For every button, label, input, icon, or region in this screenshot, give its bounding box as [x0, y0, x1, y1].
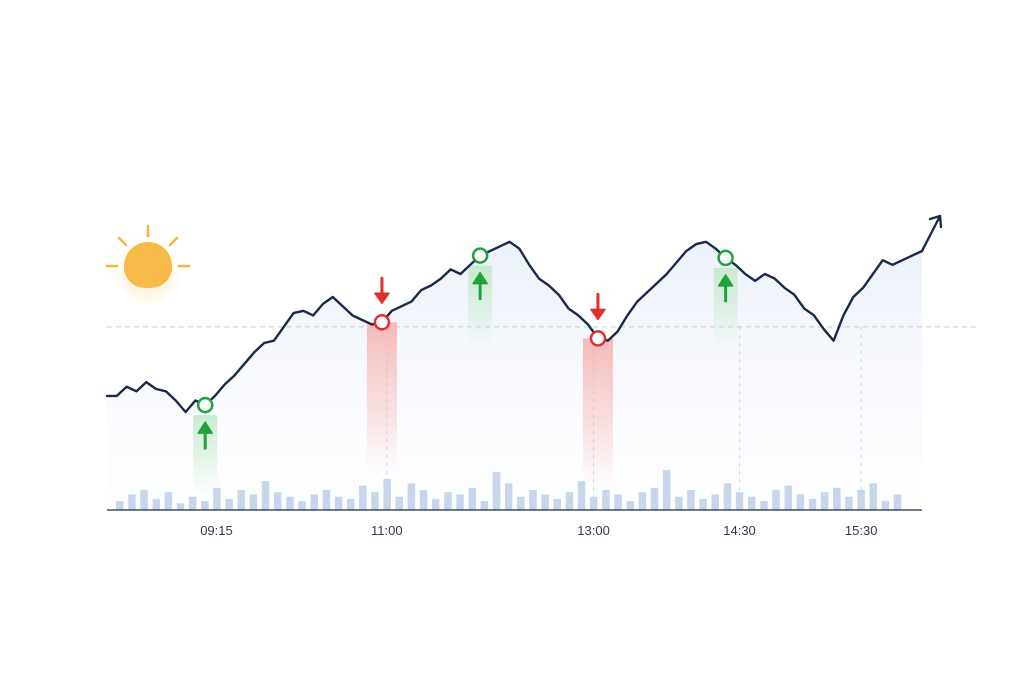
buy-signal-marker: [471, 247, 489, 264]
volume-bar: [334, 496, 343, 510]
sell-highlight: [582, 338, 613, 489]
volume-bar: [346, 498, 355, 510]
down-arrow-icon: [590, 292, 606, 321]
volume-bar: [310, 494, 318, 510]
volume-bar: [893, 494, 902, 510]
volume-bar: [407, 483, 416, 510]
volume-bar: [687, 490, 695, 510]
volume-bar: [590, 496, 598, 510]
signal-highlights: [193, 265, 738, 496]
up-arrow-icon: [717, 274, 734, 303]
volume-bar: [565, 492, 574, 510]
sell-signal-marker: [589, 330, 607, 347]
volume-bar: [845, 496, 853, 510]
volume-bar: [796, 494, 805, 510]
volume-bar: [444, 492, 452, 510]
volume-bar: [225, 498, 233, 510]
volume-bar: [322, 490, 331, 510]
price-line-group: [105, 214, 943, 414]
volume-bar: [820, 492, 829, 510]
volume-bar: [881, 501, 890, 510]
sell-highlight: [366, 322, 397, 473]
volume-bar: [152, 498, 160, 510]
volume-bar: [456, 494, 464, 510]
volume-bar: [760, 501, 768, 510]
volume-bar: [492, 472, 501, 510]
volume-bar: [650, 487, 659, 510]
volume-bar: [517, 496, 525, 510]
volume-bar: [748, 496, 756, 510]
volume-bar: [213, 487, 221, 510]
volume-bar: [274, 492, 282, 510]
x-axis: 09:15 11:00 13:00 14:30 15:30: [107, 509, 922, 538]
x-tick-label: 11:00: [371, 523, 403, 538]
volume-bar: [286, 496, 294, 510]
volume-bar: [735, 492, 744, 510]
signal-markers: [196, 247, 734, 450]
volume-bar: [504, 483, 513, 510]
volume-bar: [699, 498, 707, 510]
volume-bar: [614, 494, 622, 510]
up-arrow-icon: [472, 271, 488, 301]
volume-bar: [371, 492, 379, 510]
volume-bar: [468, 487, 476, 510]
volume-bar: [711, 494, 719, 510]
volume-bar: [395, 496, 403, 510]
x-tick-label: 15:30: [845, 523, 878, 538]
volume-bar: [188, 496, 197, 510]
buy-signal-marker: [196, 396, 214, 414]
down-arrow-icon: [374, 276, 390, 305]
volume-bar: [808, 498, 817, 510]
x-tick-label: 13:00: [577, 523, 610, 538]
volume-bar: [359, 485, 367, 510]
volume-bar: [237, 490, 245, 510]
volume-bar: [857, 490, 865, 510]
volume-bar: [201, 501, 209, 510]
volume-bar: [140, 490, 148, 510]
volume-bar: [128, 494, 136, 510]
volume-bar: [833, 487, 841, 510]
price-line: [105, 240, 924, 414]
sell-signal-marker: [373, 314, 391, 331]
volume-bar: [675, 496, 683, 510]
volume-bar: [383, 478, 391, 510]
volume-bar: [638, 492, 647, 510]
buy-signal-marker: [717, 249, 734, 267]
volume-bar: [529, 490, 537, 510]
volume-bar: [626, 501, 634, 510]
price-area-fill: [107, 241, 922, 511]
volume-bar: [116, 501, 124, 510]
volume-bar: [541, 494, 549, 510]
trend-arrow-head: [928, 214, 943, 229]
volume-bars: [116, 470, 902, 510]
volume-bar: [298, 501, 306, 510]
volume-bar: [164, 492, 173, 510]
up-arrow-icon: [197, 421, 213, 450]
volume-bar: [553, 498, 561, 510]
trend-arrow: [920, 214, 942, 253]
volume-bar: [249, 494, 258, 510]
volume-bar: [480, 501, 489, 510]
price-area: [107, 241, 922, 511]
volume-bar: [723, 483, 732, 510]
volume-bar: [869, 483, 877, 510]
volume-bar: [602, 490, 610, 510]
volume-bar: [176, 503, 185, 510]
x-tick-label: 14:30: [723, 523, 756, 538]
x-tick-label: 09:15: [200, 523, 233, 538]
sun-icon: [105, 224, 191, 308]
volume-bar: [432, 498, 440, 510]
volume-bar: [261, 481, 270, 510]
volume-bar: [662, 470, 671, 510]
volume-bar: [772, 490, 780, 510]
volume-bar: [784, 485, 792, 510]
volume-bar: [419, 490, 428, 510]
volume-bar: [577, 481, 586, 510]
